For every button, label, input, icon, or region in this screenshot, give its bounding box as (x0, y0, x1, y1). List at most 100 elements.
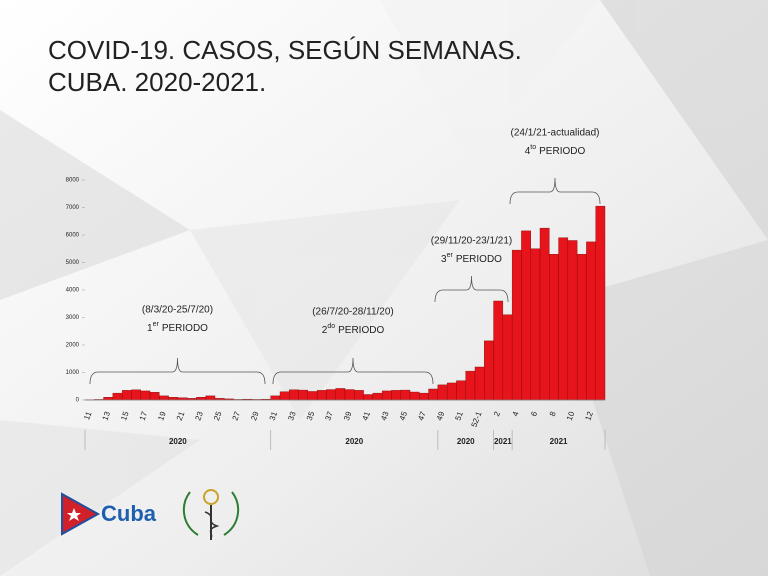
logo-text: Cuba (101, 501, 157, 526)
period-brace (89, 357, 266, 385)
y-tick-label: 8000 (66, 178, 80, 184)
period-word: PERIODO (162, 323, 208, 334)
period-label: 4to PERIODO (525, 144, 586, 157)
period-range: (24/1/21-actualidad) (511, 128, 600, 139)
period-word: PERIODO (456, 254, 502, 265)
x-tick-label: 29 (249, 410, 261, 422)
health-emblem (182, 489, 240, 540)
period-word: PERIODO (338, 325, 384, 336)
period-brace (434, 275, 509, 303)
bar (530, 248, 541, 401)
x-tick-label: 35 (305, 410, 317, 422)
x-tick-label: 21 (175, 410, 187, 422)
x-tick-label: 31 (268, 410, 280, 422)
bar (549, 254, 559, 401)
bar (149, 392, 160, 401)
x-tick-label: 41 (361, 410, 373, 422)
bar (484, 340, 494, 401)
bar (298, 389, 309, 401)
bar (511, 249, 522, 401)
bar (437, 384, 448, 401)
period-suffix: er (153, 321, 160, 328)
x-tick-label: 37 (323, 410, 335, 422)
x-tick-label: 2 (492, 410, 502, 418)
cuba-logo: Cuba (61, 492, 157, 536)
period-suffix: to (530, 144, 536, 151)
x-tick-label: 6 (529, 410, 539, 418)
bar (205, 395, 216, 401)
year-label: 2021 (494, 437, 512, 446)
bar (168, 397, 179, 401)
bar (140, 390, 151, 401)
period-label: 2do PERIODO (322, 323, 385, 336)
bar (595, 205, 606, 401)
bar (159, 395, 169, 401)
x-tick-label: 39 (342, 410, 354, 422)
x-tick-label: 23 (193, 410, 205, 422)
x-tick-label: 47 (416, 410, 428, 422)
period-number: 2 (322, 325, 328, 336)
bar (316, 390, 327, 401)
bar (456, 380, 466, 401)
x-tick-label: 51 (453, 410, 465, 422)
bar (586, 241, 596, 401)
x-tick-label: 4 (511, 410, 521, 418)
x-tick-label: 33 (286, 410, 298, 422)
period-label: 1er PERIODO (147, 321, 208, 334)
year-label: 2020 (169, 437, 187, 446)
period-suffix: er (447, 252, 454, 259)
bar (446, 382, 457, 401)
period-range: (8/3/20-25/7/20) (142, 305, 213, 316)
bar (558, 237, 569, 401)
bar (502, 314, 513, 401)
bar (409, 391, 420, 401)
period-label: 3er PERIODO (441, 252, 502, 265)
x-tick-label: 13 (101, 410, 113, 422)
title-line: CUBA. 2020-2021. (48, 67, 266, 97)
bar (363, 394, 374, 401)
period-number: 1 (147, 323, 153, 334)
bar (131, 389, 141, 401)
bar (428, 388, 439, 401)
y-tick-label: 1000 (66, 370, 80, 376)
title-line: COVID-19. CASOS, SEGÚN SEMANAS. (48, 35, 522, 65)
bar (493, 300, 504, 401)
x-tick-label: 27 (231, 410, 243, 422)
bar (112, 392, 123, 401)
x-tick-label: 15 (119, 410, 131, 422)
year-label: 2020 (457, 437, 475, 446)
y-tick-label: 6000 (66, 233, 80, 239)
y-tick-label: 2000 (66, 343, 80, 349)
x-tick-label: 49 (435, 410, 447, 422)
period-brace (509, 177, 601, 205)
y-tick-label: 5000 (66, 260, 80, 266)
period-range: (29/11/20-23/1/21) (431, 236, 513, 247)
period-suffix: do (327, 323, 335, 330)
bar (196, 397, 206, 401)
x-tick-label: 17 (138, 410, 150, 422)
x-tick-label: 45 (398, 410, 410, 422)
bar (474, 366, 485, 401)
bar (103, 397, 114, 401)
period-number: 3 (441, 254, 447, 265)
x-tick-label: 25 (212, 410, 224, 422)
y-tick-label: 4000 (66, 288, 80, 294)
x-tick-label: 43 (379, 410, 391, 422)
x-tick-label: 11 (82, 410, 93, 421)
y-tick-label: 0 (76, 398, 80, 404)
bar (279, 391, 290, 401)
x-tick-label: 19 (156, 410, 168, 422)
bar (344, 389, 355, 401)
bar (567, 240, 578, 401)
bar (326, 389, 336, 401)
bar (381, 390, 392, 401)
year-label: 2021 (550, 437, 568, 446)
bar (539, 227, 550, 401)
x-tick-label: 12 (583, 410, 595, 422)
bar (419, 392, 429, 401)
bar (289, 389, 299, 401)
x-tick-label: 10 (565, 410, 577, 422)
bar (521, 230, 531, 401)
